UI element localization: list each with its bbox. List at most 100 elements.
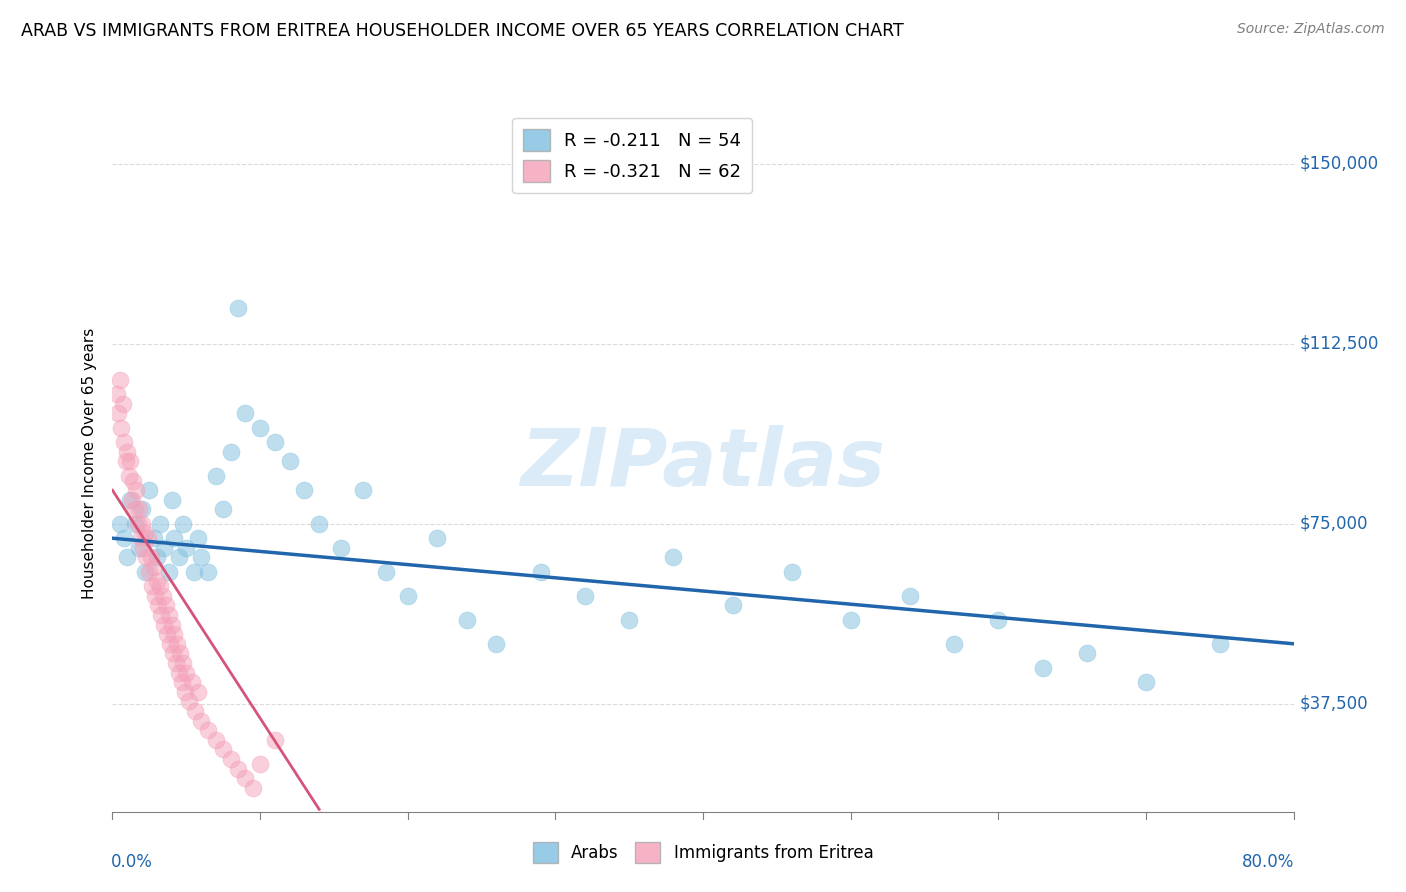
Point xyxy=(197,723,219,738)
Point xyxy=(146,550,169,565)
Point xyxy=(1208,637,1232,651)
Point xyxy=(172,656,194,670)
Point xyxy=(485,637,508,651)
Point xyxy=(134,526,156,541)
Point xyxy=(187,685,209,699)
Point xyxy=(163,531,186,545)
Point xyxy=(112,435,135,450)
Point xyxy=(174,665,197,680)
Text: 0.0%: 0.0% xyxy=(111,854,153,871)
Point xyxy=(456,613,478,627)
Point xyxy=(135,550,157,565)
Point xyxy=(278,454,301,468)
Point xyxy=(153,541,176,555)
Point xyxy=(149,516,172,531)
Point xyxy=(108,516,131,531)
Text: $75,000: $75,000 xyxy=(1299,515,1368,533)
Point xyxy=(197,565,219,579)
Point xyxy=(181,675,204,690)
Text: $112,500: $112,500 xyxy=(1299,334,1379,353)
Point xyxy=(212,502,235,516)
Point xyxy=(1135,675,1157,690)
Point xyxy=(249,756,271,771)
Point xyxy=(129,531,152,545)
Point xyxy=(117,445,138,459)
Point xyxy=(529,565,551,579)
Point xyxy=(118,468,141,483)
Point xyxy=(183,565,205,579)
Point xyxy=(233,771,256,785)
Y-axis label: Householder Income Over 65 years: Householder Income Over 65 years xyxy=(82,328,97,599)
Text: ZIPatlas: ZIPatlas xyxy=(520,425,886,503)
Text: Source: ZipAtlas.com: Source: ZipAtlas.com xyxy=(1237,22,1385,37)
Point xyxy=(721,599,744,613)
Point xyxy=(574,589,596,603)
Point xyxy=(138,483,160,498)
Point xyxy=(219,445,242,459)
Point xyxy=(190,714,212,728)
Point xyxy=(233,407,256,421)
Point xyxy=(165,656,187,670)
Point xyxy=(170,675,193,690)
Point xyxy=(226,762,249,776)
Point xyxy=(156,627,179,641)
Point xyxy=(898,589,921,603)
Point xyxy=(155,599,177,613)
Point xyxy=(111,397,134,411)
Point xyxy=(1076,646,1098,660)
Point xyxy=(131,516,153,531)
Point xyxy=(117,550,138,565)
Point xyxy=(184,704,207,718)
Point xyxy=(132,541,155,555)
Point xyxy=(212,742,235,756)
Point xyxy=(110,421,132,435)
Point xyxy=(146,574,169,589)
Text: $37,500: $37,500 xyxy=(1299,695,1368,713)
Text: ARAB VS IMMIGRANTS FROM ERITREA HOUSEHOLDER INCOME OVER 65 YEARS CORRELATION CHA: ARAB VS IMMIGRANTS FROM ERITREA HOUSEHOL… xyxy=(21,22,904,40)
Text: $150,000: $150,000 xyxy=(1299,155,1378,173)
Point xyxy=(120,454,142,468)
Point xyxy=(141,579,163,593)
Point xyxy=(128,502,150,516)
Point xyxy=(105,387,128,401)
Point xyxy=(352,483,374,498)
Point xyxy=(127,516,149,531)
Point xyxy=(149,579,172,593)
Point xyxy=(330,541,353,555)
Point xyxy=(160,492,183,507)
Point xyxy=(1032,661,1054,675)
Point xyxy=(662,550,685,565)
Point xyxy=(242,780,264,795)
Point xyxy=(107,407,129,421)
Point xyxy=(157,607,180,622)
Point xyxy=(166,637,188,651)
Point xyxy=(619,613,641,627)
Point xyxy=(143,589,166,603)
Point xyxy=(138,565,160,579)
Point xyxy=(122,474,145,488)
Point xyxy=(167,550,190,565)
Point xyxy=(942,637,965,651)
Point xyxy=(120,492,142,507)
Point xyxy=(153,617,176,632)
Point xyxy=(190,550,212,565)
Point xyxy=(121,492,143,507)
Point xyxy=(264,732,287,747)
Point xyxy=(172,516,194,531)
Point xyxy=(839,613,862,627)
Text: 80.0%: 80.0% xyxy=(1243,854,1295,871)
Point xyxy=(148,599,170,613)
Point xyxy=(179,694,201,708)
Point xyxy=(108,373,131,387)
Point xyxy=(131,502,153,516)
Legend: Arabs, Immigrants from Eritrea: Arabs, Immigrants from Eritrea xyxy=(526,836,880,870)
Point xyxy=(264,435,287,450)
Point xyxy=(167,665,190,680)
Point xyxy=(308,516,330,531)
Point xyxy=(139,550,162,565)
Point xyxy=(114,454,136,468)
Point xyxy=(136,531,159,545)
Point xyxy=(219,752,242,766)
Point xyxy=(426,531,449,545)
Point xyxy=(396,589,419,603)
